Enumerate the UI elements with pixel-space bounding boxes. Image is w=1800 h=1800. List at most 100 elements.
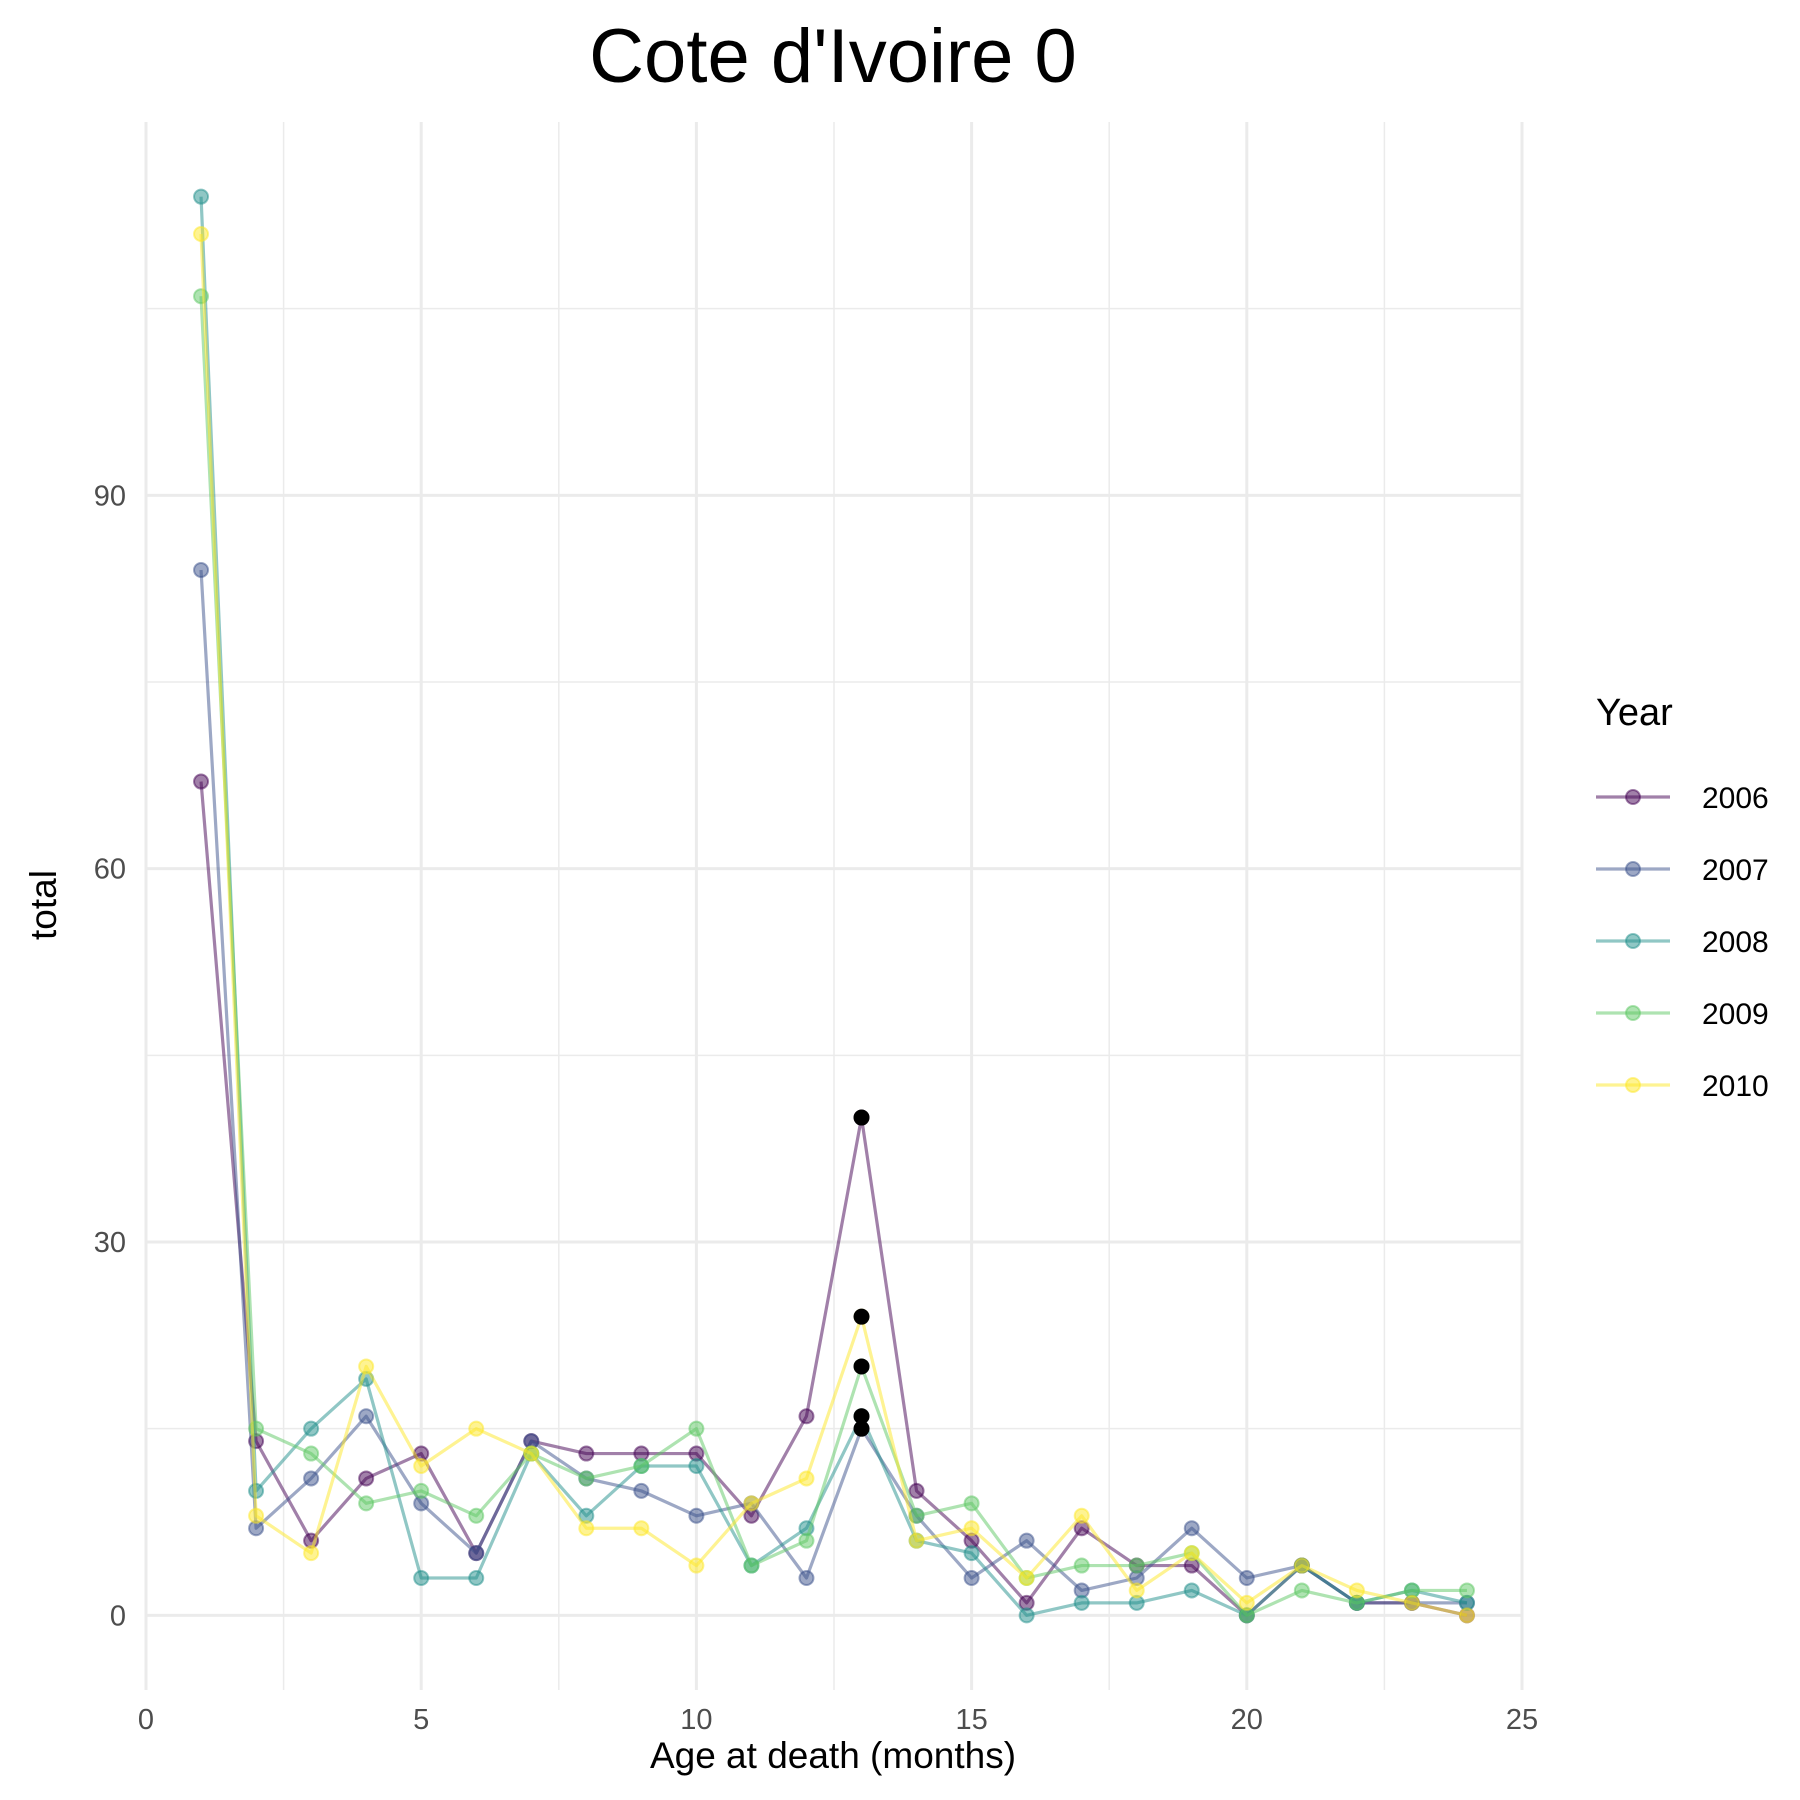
y-tick-label: 0	[110, 1600, 126, 1632]
highlight-point	[853, 1408, 870, 1425]
highlight-point	[853, 1358, 870, 1375]
series-point-2007	[633, 1482, 650, 1499]
series-point-2007	[1183, 1520, 1200, 1537]
legend-label: 2008	[1702, 926, 1769, 959]
series-point-2009	[413, 1482, 430, 1499]
series-point-2010	[358, 1358, 375, 1375]
series-point-2007	[798, 1570, 815, 1586]
highlight-point	[853, 1420, 870, 1437]
series-point-2008	[303, 1420, 320, 1437]
legend-label: 2009	[1702, 998, 1769, 1031]
series-point-2009	[578, 1470, 595, 1487]
series-point-2010	[1348, 1582, 1365, 1599]
series-line-2010	[199, 233, 1468, 1617]
series-point-2010	[688, 1557, 705, 1574]
series-point-2010	[468, 1420, 485, 1437]
series-point-2007	[303, 1470, 320, 1487]
y-tick-label: 30	[94, 1227, 126, 1259]
chart-title: Cote d'Ivoire 0	[589, 14, 1077, 99]
series-point-2008	[193, 188, 210, 205]
series-point-2009	[963, 1495, 980, 1512]
series-line-2007	[199, 569, 1467, 1605]
series-point-2010	[633, 1520, 650, 1537]
series-point-2010	[1183, 1545, 1200, 1562]
series-point-2010	[1293, 1557, 1310, 1574]
series-point-2006	[358, 1470, 375, 1487]
series-point-2009	[1458, 1582, 1475, 1599]
series-point-2009	[468, 1507, 485, 1524]
series-line-2008	[199, 196, 1468, 1617]
series-point-2010	[1128, 1582, 1145, 1599]
series-point-2008	[1183, 1582, 1200, 1599]
x-axis-title: Age at death (months)	[650, 1735, 1016, 1776]
legend-key-point	[1625, 933, 1641, 949]
series-point-2007	[1018, 1532, 1035, 1549]
series-point-2007	[468, 1545, 485, 1562]
series-point-2010	[1073, 1507, 1090, 1524]
y-axis-title: total	[23, 870, 64, 940]
series-line-2009	[199, 296, 1467, 1617]
highlight-point	[853, 1109, 870, 1126]
series-2010	[193, 226, 1475, 1624]
legend-key-point	[1625, 861, 1641, 877]
legend-key-point	[1625, 1005, 1641, 1021]
series-point-2010	[798, 1470, 815, 1487]
legend-item-2008: 2008	[1596, 926, 1769, 959]
series-point-2007	[1238, 1570, 1255, 1586]
series-point-2007	[358, 1408, 375, 1425]
series-point-2008	[1018, 1607, 1035, 1624]
series-point-2009	[798, 1532, 815, 1549]
legend-item-2007: 2007	[1596, 854, 1769, 887]
legend-item-2010: 2010	[1596, 1070, 1769, 1103]
series-point-2010	[578, 1520, 595, 1537]
y-tick-label: 60	[94, 854, 126, 886]
legend-title: Year	[1596, 692, 1673, 734]
series-point-2007	[193, 562, 210, 578]
series-point-2010	[1458, 1607, 1475, 1624]
series-point-2009	[358, 1495, 375, 1512]
legend: Year 2006 2007 2008 2009 2010	[1596, 692, 1769, 1103]
series-point-2008	[688, 1458, 705, 1474]
legend-item-2009: 2009	[1596, 998, 1769, 1031]
series-point-2009	[303, 1445, 320, 1462]
series-point-2010	[193, 226, 210, 242]
series-point-2008	[468, 1570, 485, 1586]
series-layer	[193, 188, 1475, 1624]
series-point-2008	[963, 1545, 980, 1562]
y-axis-ticks: 0 30 60 90	[94, 480, 126, 1632]
series-point-2010	[1018, 1570, 1035, 1586]
series-point-2006	[578, 1445, 595, 1462]
series-point-2010	[908, 1532, 925, 1549]
series-point-2006	[908, 1482, 925, 1499]
series-point-2010	[303, 1545, 320, 1562]
series-point-2006	[798, 1408, 815, 1425]
highlight-points	[853, 1109, 870, 1437]
series-point-2009	[743, 1557, 760, 1574]
series-point-2007	[963, 1570, 980, 1586]
series-point-2010	[743, 1495, 760, 1512]
legend-key-point	[1625, 1077, 1641, 1093]
x-tick-label: 15	[955, 1704, 987, 1736]
series-point-2010	[248, 1507, 265, 1524]
series-point-2009	[1073, 1557, 1090, 1574]
highlight-point	[853, 1308, 870, 1325]
legend-key-point	[1625, 789, 1641, 805]
series-point-2009	[193, 288, 210, 305]
legend-label: 2010	[1702, 1070, 1769, 1103]
series-point-2008	[1073, 1594, 1090, 1611]
y-tick-label: 90	[94, 480, 126, 512]
series-point-2010	[1403, 1594, 1420, 1611]
series-point-2010	[963, 1520, 980, 1537]
series-point-2009	[1128, 1557, 1145, 1574]
series-point-2009	[633, 1458, 650, 1474]
legend-label: 2007	[1702, 854, 1769, 887]
legend-label: 2006	[1702, 782, 1769, 815]
x-tick-label: 5	[413, 1704, 429, 1736]
x-tick-label: 25	[1506, 1704, 1538, 1736]
series-point-2010	[413, 1458, 430, 1474]
series-point-2007	[688, 1507, 705, 1524]
series-point-2010	[1238, 1594, 1255, 1611]
series-point-2009	[1293, 1582, 1310, 1599]
legend-item-2006: 2006	[1596, 782, 1769, 815]
